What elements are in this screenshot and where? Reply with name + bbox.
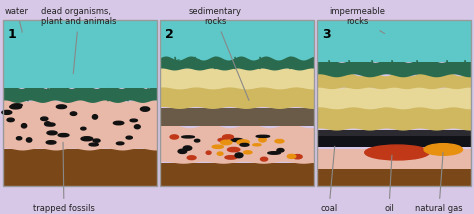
Ellipse shape (10, 105, 21, 109)
Ellipse shape (56, 105, 66, 108)
Ellipse shape (45, 122, 51, 126)
Ellipse shape (17, 137, 22, 140)
Ellipse shape (221, 140, 232, 145)
Ellipse shape (237, 140, 249, 145)
Ellipse shape (130, 119, 137, 122)
Bar (3, 20, 157, 186)
Ellipse shape (182, 136, 194, 138)
Bar (3, 150, 157, 186)
Ellipse shape (187, 156, 196, 160)
Ellipse shape (277, 149, 284, 152)
Bar (317, 129, 471, 147)
Bar (160, 163, 314, 186)
Ellipse shape (46, 141, 56, 144)
Ellipse shape (261, 157, 268, 161)
Bar (3, 20, 157, 88)
Text: 3: 3 (322, 28, 331, 41)
Ellipse shape (58, 134, 69, 137)
Ellipse shape (235, 153, 243, 158)
Text: natural gas: natural gas (415, 152, 463, 213)
Bar (317, 150, 471, 169)
Text: coal: coal (320, 146, 337, 213)
Ellipse shape (47, 131, 57, 135)
Ellipse shape (21, 124, 27, 128)
Ellipse shape (424, 144, 463, 155)
Ellipse shape (293, 155, 302, 159)
Ellipse shape (225, 156, 237, 159)
Text: 2: 2 (165, 28, 174, 41)
Ellipse shape (93, 139, 100, 142)
Ellipse shape (259, 137, 266, 142)
Ellipse shape (365, 145, 429, 160)
Ellipse shape (135, 125, 140, 129)
Ellipse shape (206, 151, 211, 154)
Ellipse shape (7, 118, 14, 122)
Text: trapped fossils: trapped fossils (33, 142, 95, 213)
Ellipse shape (92, 115, 98, 119)
Bar (317, 169, 471, 186)
Polygon shape (317, 73, 471, 89)
Ellipse shape (244, 151, 252, 154)
Bar (317, 20, 471, 186)
Ellipse shape (27, 138, 32, 142)
Bar (160, 108, 314, 126)
Text: water: water (5, 7, 29, 32)
Ellipse shape (218, 138, 227, 141)
Polygon shape (3, 84, 157, 103)
Ellipse shape (223, 135, 234, 139)
Text: impermeable
rocks: impermeable rocks (329, 7, 385, 34)
Ellipse shape (287, 154, 296, 158)
Ellipse shape (256, 135, 270, 137)
Text: oil: oil (384, 155, 394, 213)
Ellipse shape (117, 142, 124, 145)
Polygon shape (317, 104, 471, 131)
Ellipse shape (178, 149, 187, 153)
Ellipse shape (89, 143, 98, 146)
Ellipse shape (170, 135, 179, 139)
Ellipse shape (2, 110, 12, 114)
Ellipse shape (212, 145, 223, 148)
Bar (160, 20, 314, 186)
Ellipse shape (240, 143, 249, 146)
Ellipse shape (217, 152, 223, 155)
Ellipse shape (126, 136, 132, 139)
Ellipse shape (12, 104, 22, 107)
Bar (160, 20, 314, 68)
Polygon shape (160, 56, 314, 70)
Text: sedimentary
rocks: sedimentary rocks (189, 7, 249, 100)
Ellipse shape (228, 147, 240, 152)
Bar (317, 20, 471, 186)
Polygon shape (317, 57, 471, 77)
Ellipse shape (81, 137, 93, 141)
Ellipse shape (194, 139, 200, 142)
Bar (3, 20, 157, 186)
Ellipse shape (113, 121, 124, 125)
Ellipse shape (140, 107, 150, 111)
Ellipse shape (70, 112, 77, 115)
Bar (160, 20, 314, 186)
Ellipse shape (47, 123, 55, 126)
Polygon shape (317, 84, 471, 109)
Bar (317, 20, 471, 62)
Ellipse shape (275, 140, 284, 143)
Ellipse shape (231, 138, 243, 142)
Text: dead organisms,
plant and animals: dead organisms, plant and animals (41, 7, 117, 74)
Ellipse shape (253, 144, 261, 146)
Ellipse shape (183, 146, 192, 150)
Text: 1: 1 (8, 28, 17, 41)
Bar (317, 136, 471, 147)
Ellipse shape (41, 117, 48, 120)
Polygon shape (160, 64, 314, 89)
Polygon shape (160, 124, 314, 164)
Ellipse shape (268, 152, 280, 154)
Ellipse shape (81, 127, 86, 130)
Polygon shape (3, 98, 157, 150)
Polygon shape (160, 84, 314, 109)
